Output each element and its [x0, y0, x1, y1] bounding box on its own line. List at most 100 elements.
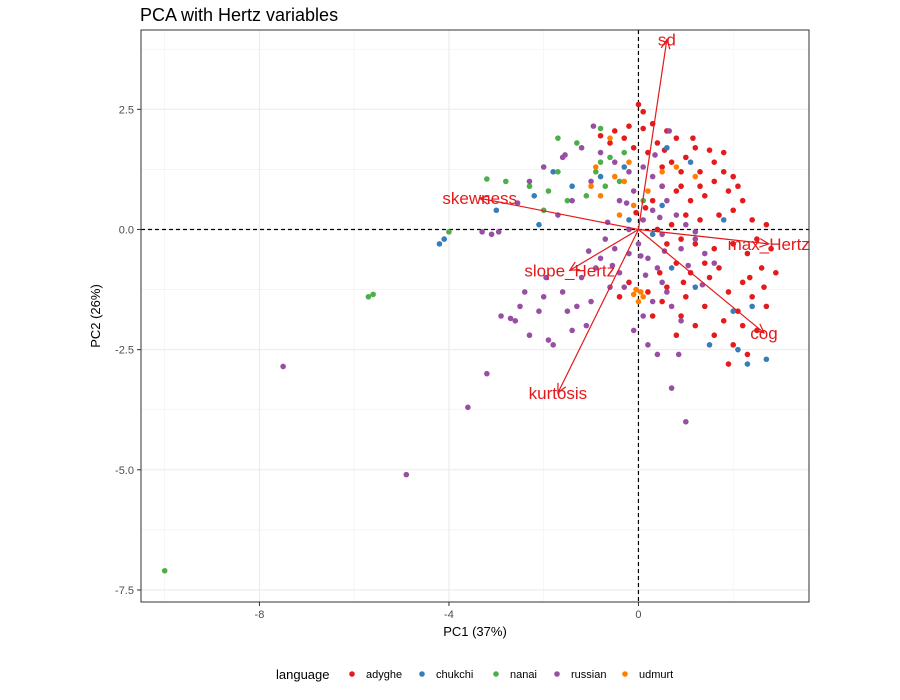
data-point-russian: [611, 245, 618, 252]
data-point-russian: [668, 303, 675, 310]
data-point-adyghe: [659, 298, 665, 305]
loading-arrow-slope_Hertz: [569, 228, 639, 271]
data-point-nanai: [555, 168, 561, 175]
data-point-russian: [526, 332, 533, 339]
data-point-udmurt: [593, 164, 599, 170]
data-point-russian: [635, 241, 642, 247]
data-point-russian: [626, 168, 632, 175]
data-point-chukchi: [668, 265, 675, 271]
data-point-adyghe: [711, 159, 718, 165]
data-point-russian: [597, 255, 604, 262]
data-point-udmurt: [626, 159, 632, 165]
data-point-russian: [645, 342, 651, 348]
data-point-chukchi: [436, 241, 443, 247]
x-axis-title: PC1 (37%): [443, 624, 507, 639]
y-axis-ticks: 2.5 0.0 -2.5 -5.0 -7.5: [115, 104, 141, 597]
data-point-adyghe: [673, 188, 680, 194]
data-point-adyghe: [711, 332, 718, 339]
legend-label-udmurt: udmurt: [639, 669, 673, 681]
data-point-adyghe: [706, 147, 713, 153]
data-point-russian: [638, 253, 644, 259]
data-point-adyghe: [701, 193, 708, 199]
data-point-adyghe: [687, 197, 694, 204]
data-point-russian: [498, 313, 504, 319]
data-point-russian: [623, 200, 630, 206]
loading-arrowhead-kurtosis: [557, 382, 567, 395]
loading-arrowhead-cog: [754, 323, 766, 334]
data-point-adyghe: [597, 132, 604, 139]
y-tick-label: -5.0: [115, 465, 134, 477]
data-point-chukchi: [550, 168, 556, 175]
legend-label-adyghe: adyghe: [366, 669, 402, 681]
data-point-adyghe: [683, 293, 689, 300]
data-point-russian: [495, 229, 502, 235]
data-point-adyghe: [659, 164, 665, 170]
data-point-russian: [569, 327, 575, 334]
loading-arrowhead-max_Hertz: [759, 238, 771, 248]
data-point-chukchi: [649, 231, 656, 238]
data-point-russian: [403, 471, 410, 478]
data-point-russian: [569, 197, 575, 204]
data-point-adyghe: [716, 212, 722, 218]
data-point-russian: [616, 197, 623, 204]
reference-lines: [141, 30, 809, 602]
data-point-adyghe: [607, 140, 613, 146]
data-point-russian: [609, 262, 616, 269]
data-point-russian: [597, 149, 604, 156]
data-point-nanai: [597, 159, 604, 165]
legend-key-udmurt: [622, 671, 628, 677]
data-point-russian: [488, 231, 495, 238]
data-point-adyghe: [730, 207, 736, 214]
data-point-russian: [512, 318, 519, 324]
loading-arrow-skewness: [479, 197, 639, 231]
data-point-adyghe: [735, 183, 741, 190]
data-point-adyghe: [697, 183, 703, 190]
grid: [141, 30, 809, 602]
data-point-udmurt: [692, 173, 699, 180]
data-point-russian: [583, 322, 590, 329]
data-point-adyghe: [763, 221, 770, 228]
data-point-adyghe: [649, 313, 656, 319]
data-point-russian: [664, 289, 670, 295]
data-point-nanai: [555, 135, 561, 141]
data-point-nanai: [502, 178, 509, 185]
data-point-russian: [465, 404, 471, 411]
data-point-nanai: [602, 183, 609, 190]
data-point-adyghe: [720, 168, 727, 175]
legend-label-nanai: nanai: [510, 669, 537, 681]
data-point-russian: [585, 248, 592, 254]
data-point-russian: [540, 293, 547, 300]
loading-label-slope_Hertz: slope_Hertz: [524, 261, 615, 280]
data-point-adyghe: [739, 322, 746, 329]
data-point-udmurt: [621, 178, 628, 185]
panel-border: [140, 29, 810, 603]
data-point-russian: [645, 255, 651, 262]
data-point-russian: [649, 298, 656, 305]
data-point-adyghe: [630, 144, 637, 151]
data-points: [161, 101, 779, 574]
data-point-chukchi: [664, 144, 670, 151]
data-point-adyghe: [635, 101, 642, 108]
data-point-adyghe: [746, 274, 753, 281]
legend-key-adyghe: [349, 671, 355, 677]
loading-arrowhead-skewness: [478, 195, 490, 205]
data-point-russian: [602, 236, 609, 242]
data-point-chukchi: [735, 346, 741, 353]
data-point-russian: [701, 250, 708, 257]
loading-label-cog: cog: [750, 324, 777, 343]
data-point-russian: [540, 164, 547, 170]
data-point-udmurt: [630, 202, 637, 209]
loading-label-max_Hertz: max_Hertz: [728, 235, 810, 254]
data-point-nanai: [526, 183, 533, 190]
data-point-udmurt: [635, 298, 642, 305]
data-point-nanai: [484, 176, 490, 182]
data-point-adyghe: [678, 168, 684, 175]
data-point-adyghe: [654, 140, 661, 146]
data-point-chukchi: [493, 207, 500, 214]
data-point-russian: [675, 351, 682, 358]
data-point-adyghe: [633, 209, 639, 216]
data-point-russian: [507, 315, 514, 322]
data-point-russian: [664, 197, 670, 204]
data-point-adyghe: [716, 265, 722, 271]
